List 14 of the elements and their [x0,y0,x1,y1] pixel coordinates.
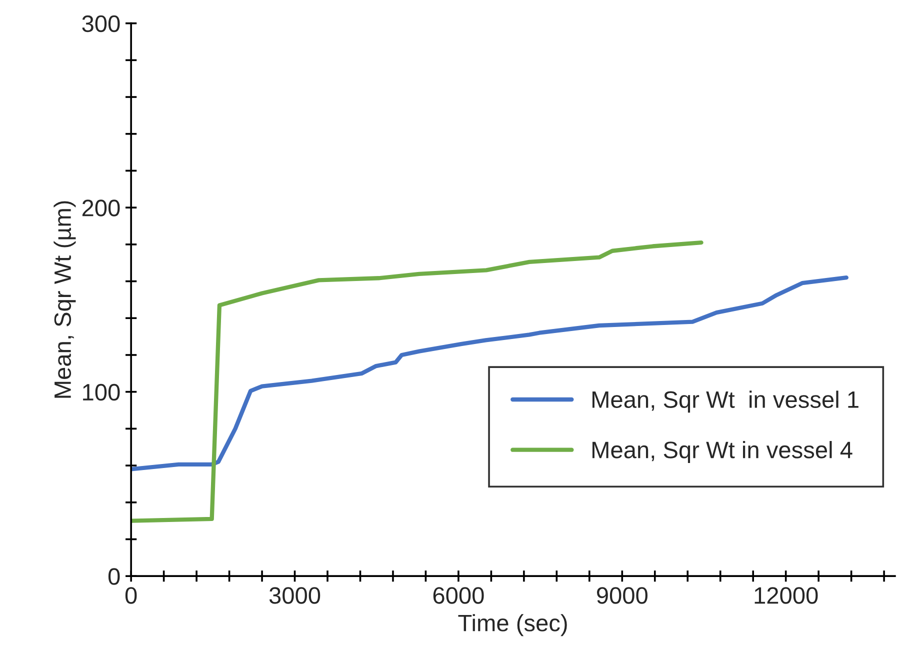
y-tick-label: 0 [108,568,120,585]
x-tick-label: 9000 [596,587,648,604]
legend-label: Mean, Sqr Wt in vessel 1 [592,390,858,413]
line-series [131,240,704,523]
x-tick-label: 0 [125,587,137,604]
y-tick-label: 300 [82,15,120,32]
legend-label: Mean, Sqr Wt in vessel 4 [592,441,852,464]
x-tick-label: 12000 [754,587,818,604]
y-tick-label: 100 [83,384,120,401]
x-tick-label: 3000 [269,587,320,604]
x-tick-label: 6000 [433,587,484,604]
y-tick-label: 200 [82,200,120,216]
y-axis-title: Mean, Sqr Wt (µm) [54,201,76,398]
x-axis-title: Time (sec) [458,614,567,636]
